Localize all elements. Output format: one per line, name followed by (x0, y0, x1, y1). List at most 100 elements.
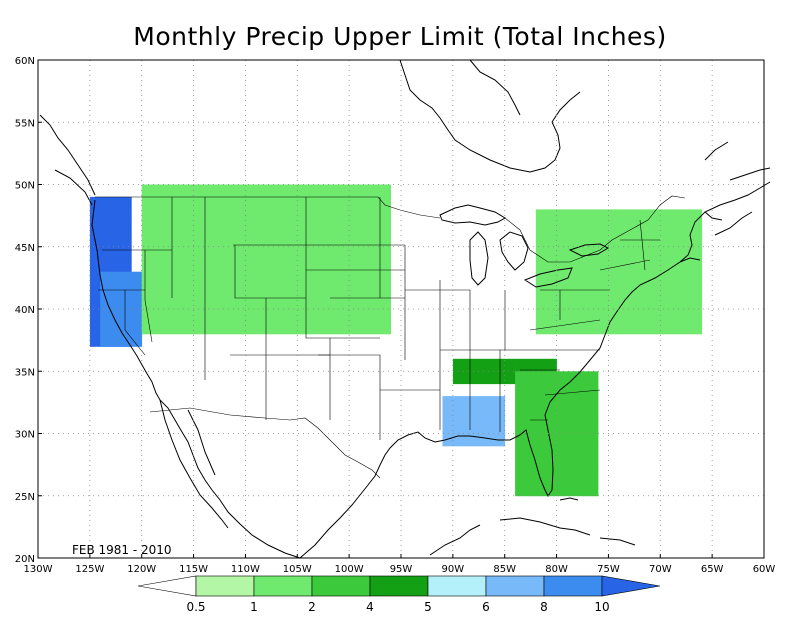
precip-cell (286, 234, 308, 260)
lon-tick-label: 95W (390, 564, 413, 575)
precip-cell (266, 309, 288, 335)
precip-cell (328, 284, 350, 310)
lat-tick-label: 60N (15, 56, 35, 67)
precip-cell (245, 234, 267, 260)
lon-tick-label: 110W (231, 564, 260, 575)
precip-cell (369, 234, 391, 260)
precip-cell (110, 221, 132, 248)
precip-cell (463, 396, 485, 422)
precip-cell (162, 259, 184, 285)
lon-tick-label: 75W (597, 564, 620, 575)
precip-cell (266, 259, 288, 285)
lon-tick-label: 60W (753, 564, 776, 575)
colorbar-label: 8 (540, 600, 548, 614)
precip-cell (100, 321, 122, 347)
precip-cell (141, 209, 163, 235)
precip-cell (515, 421, 537, 447)
precip-cell (556, 421, 578, 447)
precip-cell (577, 371, 599, 397)
precip-cell (245, 259, 267, 285)
precip-cell (89, 196, 111, 223)
precip-cell (203, 309, 225, 335)
precip-cell (121, 271, 143, 297)
lon-tick-label: 105W (283, 564, 312, 575)
precip-cell (681, 284, 703, 310)
gulf-coastline (299, 309, 619, 559)
precip-cell (681, 259, 703, 285)
period-label: FEB 1981 - 2010 (72, 543, 172, 557)
precip-cell (266, 284, 288, 310)
colorbar-swatch (311, 575, 371, 597)
great-lakes-outline (439, 204, 610, 288)
precip-cell (349, 259, 371, 285)
precip-cell (535, 445, 557, 472)
precip-cell (639, 234, 661, 260)
precip-cell (639, 209, 661, 235)
colorbar-label: 4 (366, 600, 374, 614)
precip-cell (141, 259, 163, 285)
precip-cell (162, 209, 184, 235)
precip-cell (328, 259, 350, 285)
lat-tick-label: 25N (15, 492, 35, 503)
lat-tick-label: 55N (15, 118, 35, 129)
precip-cell (286, 284, 308, 310)
precip-cell (618, 209, 640, 235)
precip-cell (577, 259, 599, 285)
lon-tick-label: 120W (127, 564, 156, 575)
precip-cell (121, 321, 143, 347)
precip-cell (556, 284, 578, 310)
hudson-bay-coastline (399, 59, 581, 173)
precip-cell (89, 221, 111, 248)
precip-cell (556, 309, 578, 335)
precip-cell (660, 284, 682, 310)
map-title: Monthly Precip Upper Limit (Total Inches… (133, 22, 667, 51)
precip-cell (473, 358, 495, 385)
precip-cells (89, 184, 703, 497)
precip-cell (203, 259, 225, 285)
precip-cell (660, 309, 682, 335)
precip-cell (141, 284, 163, 310)
precip-cell (110, 246, 132, 273)
precip-cell (577, 445, 599, 472)
pacific-coastline (91, 199, 301, 559)
precip-cell (266, 209, 288, 235)
precip-cell (515, 371, 537, 397)
precip-cell (577, 470, 599, 497)
precip-cell (639, 309, 661, 335)
precip-cell (618, 259, 640, 285)
precip-cell (203, 209, 225, 235)
precip-cell (100, 271, 122, 297)
precip-cell (141, 309, 163, 335)
precip-cell (556, 445, 578, 472)
precip-cell (577, 234, 599, 260)
colorbar-label: 10 (594, 600, 609, 614)
precip-cell (369, 209, 391, 235)
bc-coastline (39, 114, 96, 206)
precip-cell (515, 396, 537, 422)
precip-cell (203, 284, 225, 310)
precip-cell (618, 309, 640, 335)
precip-cell (535, 209, 557, 235)
precip-cell (369, 259, 391, 285)
precip-cell (328, 309, 350, 335)
lon-tick-label: 90W (442, 564, 465, 575)
precip-cell (224, 309, 246, 335)
colorbar-swatch (369, 575, 429, 597)
precip-cell (442, 396, 464, 422)
precip-cell (349, 209, 371, 235)
precip-cell (183, 309, 205, 335)
colorbar-label: 1 (250, 600, 258, 614)
lon-tick-label: 70W (649, 564, 672, 575)
precip-cell (577, 421, 599, 447)
precip-cell (556, 209, 578, 235)
atlantic-coastline (617, 181, 771, 311)
precip-cell (660, 234, 682, 260)
precip-cell (369, 309, 391, 335)
precip-cell (286, 259, 308, 285)
precip-cell (535, 309, 557, 335)
colorbar-label: 2 (308, 600, 316, 614)
precip-cell (618, 284, 640, 310)
precip-cell (110, 196, 132, 223)
colorbar-label: 5 (424, 600, 432, 614)
